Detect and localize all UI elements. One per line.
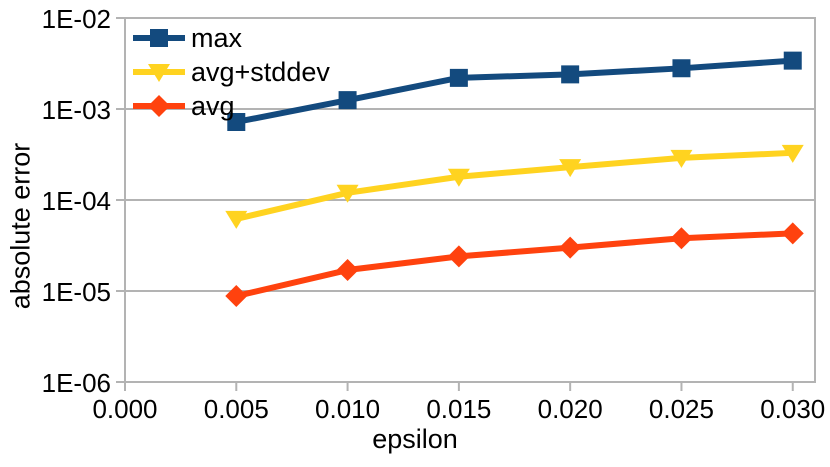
data-point-marker — [447, 245, 470, 268]
legend-label-avg: avg — [191, 91, 235, 121]
data-point-marker — [338, 91, 357, 110]
data-point-marker — [781, 144, 804, 163]
x-tick-label: 0.015 — [426, 394, 491, 424]
data-point-marker — [672, 59, 691, 78]
x-tick-label: 0.030 — [760, 394, 825, 424]
data-point-marker — [559, 159, 582, 178]
x-tick-label: 0.020 — [538, 394, 603, 424]
legend: max avg+stddev avg — [133, 22, 330, 122]
series-line-max — [233, 57, 796, 125]
legend-marker-shape — [148, 95, 170, 117]
legend-item-avg: avg — [133, 90, 330, 122]
data-point-marker — [447, 168, 470, 187]
x-tick-label: 0.010 — [315, 394, 380, 424]
data-point-marker — [227, 112, 246, 131]
x-tick-label: 0.005 — [204, 394, 269, 424]
data-point-marker — [336, 259, 359, 282]
legend-marker-shape — [148, 64, 170, 82]
data-point-marker — [670, 149, 693, 168]
y-tick-label: 1E-04 — [42, 186, 111, 216]
series-line-avg+stddev — [233, 149, 796, 222]
data-point-marker — [783, 51, 802, 70]
legend-square-marker-icon — [133, 29, 185, 47]
data-point-marker — [336, 184, 359, 203]
data-point-marker — [670, 227, 693, 250]
legend-item-avg-stddev: avg+stddev — [133, 56, 330, 88]
data-point-marker — [225, 210, 248, 229]
y-tick-label: 1E-02 — [42, 4, 111, 34]
y-tick-label: 1E-05 — [42, 277, 111, 307]
legend-triangle-marker-icon — [133, 64, 185, 82]
y-tick-label: 1E-03 — [42, 95, 111, 125]
x-tick-label: 0.025 — [649, 394, 714, 424]
legend-marker-shape — [150, 29, 168, 47]
legend-diamond-marker-icon — [133, 95, 185, 117]
series-line-avg — [233, 230, 796, 300]
x-axis-title: epsilon — [372, 424, 458, 454]
data-point-marker — [559, 236, 582, 259]
data-point-marker — [449, 68, 468, 87]
y-tick-label: 1E-06 — [42, 368, 111, 398]
x-tick-label: 0.000 — [92, 394, 157, 424]
legend-item-max: max — [133, 22, 330, 54]
data-point-marker — [225, 285, 248, 308]
legend-label-max: max — [191, 23, 243, 53]
data-point-marker — [561, 65, 580, 84]
data-point-marker — [781, 222, 804, 245]
legend-label-avg-stddev: avg+stddev — [191, 57, 330, 87]
